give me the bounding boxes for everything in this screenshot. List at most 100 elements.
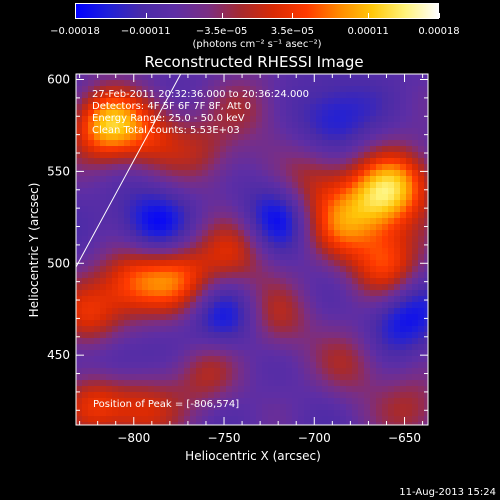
heatmap-cell <box>346 398 353 405</box>
heatmap-cell <box>364 422 371 425</box>
heatmap-cell <box>238 326 245 333</box>
heatmap-cell <box>262 152 269 159</box>
heatmap-cell <box>184 200 191 207</box>
heatmap-cell <box>154 368 161 375</box>
heatmap-cell <box>280 170 287 177</box>
heatmap-cell <box>238 302 245 309</box>
heatmap-cell <box>310 188 317 195</box>
heatmap-cell <box>286 290 293 297</box>
heatmap-cell <box>100 320 107 327</box>
heatmap-cell <box>406 356 413 363</box>
heatmap-cell <box>88 146 95 153</box>
heatmap-cell <box>304 284 311 291</box>
heatmap-cell <box>322 182 329 189</box>
heatmap-cell <box>358 134 365 141</box>
heatmap-cell <box>166 188 173 195</box>
heatmap-cell <box>130 278 137 285</box>
heatmap-cell <box>88 170 95 177</box>
heatmap-cell <box>382 248 389 255</box>
heatmap-cell <box>130 236 137 243</box>
heatmap-cell <box>364 308 371 315</box>
heatmap-cell <box>286 320 293 327</box>
heatmap-cell <box>130 392 137 399</box>
heatmap-cell <box>412 308 419 315</box>
heatmap-cell <box>262 320 269 327</box>
heatmap-cell <box>172 416 179 423</box>
heatmap-cell <box>358 332 365 339</box>
heatmap-cell <box>400 404 407 411</box>
heatmap-cell <box>172 266 179 273</box>
heatmap-cell <box>232 398 239 405</box>
heatmap-cell <box>112 356 119 363</box>
heatmap-cell <box>274 362 281 369</box>
heatmap-cell <box>304 206 311 213</box>
heatmap-cell <box>166 146 173 153</box>
heatmap-cell <box>262 404 269 411</box>
heatmap-cell <box>166 314 173 321</box>
heatmap-cell <box>214 134 221 141</box>
heatmap-cell <box>262 380 269 387</box>
heatmap-cell <box>340 404 347 411</box>
heatmap-cell <box>418 356 425 363</box>
heatmap-cell <box>352 122 359 129</box>
heatmap-cell <box>82 320 89 327</box>
solar-limb-line <box>76 74 182 268</box>
heatmap-cell <box>280 104 287 111</box>
heatmap-cell <box>88 110 95 117</box>
heatmap-cell <box>346 368 353 375</box>
heatmap-cell <box>100 116 107 123</box>
heatmap-cell <box>148 80 155 87</box>
heatmap-cell <box>208 350 215 357</box>
heatmap-cell <box>334 182 341 189</box>
heatmap-cell <box>220 344 227 351</box>
heatmap-cell <box>424 230 428 237</box>
heatmap-cell <box>160 164 167 171</box>
heatmap-cell <box>76 128 83 135</box>
heatmap-cell <box>154 182 161 189</box>
heatmap-cell <box>238 344 245 351</box>
heatmap-cell <box>370 98 377 105</box>
heatmap-cell <box>292 218 299 225</box>
heatmap-cell <box>406 116 413 123</box>
heatmap-cell <box>412 188 419 195</box>
heatmap-cell <box>196 296 203 303</box>
heatmap-cell <box>142 356 149 363</box>
heatmap-cell <box>124 350 131 357</box>
heatmap-cell <box>178 206 185 213</box>
heatmap-cell <box>274 290 281 297</box>
heatmap-cell <box>400 350 407 357</box>
heatmap-cell <box>202 356 209 363</box>
heatmap-cell <box>208 206 215 213</box>
heatmap-cell <box>112 80 119 87</box>
heatmap-cell <box>226 302 233 309</box>
heatmap-cell <box>112 320 119 327</box>
heatmap-cell <box>118 152 125 159</box>
heatmap-cell <box>334 332 341 339</box>
heatmap-cell <box>166 140 173 147</box>
heatmap-cell <box>238 92 245 99</box>
heatmap-cell <box>346 404 353 411</box>
heatmap-cell <box>124 86 131 93</box>
heatmap-cell <box>322 320 329 327</box>
heatmap-cell <box>376 242 383 249</box>
heatmap-cell <box>166 104 173 111</box>
heatmap-cell <box>250 362 257 369</box>
heatmap-cell <box>76 320 83 327</box>
heatmap-cell <box>292 116 299 123</box>
heatmap-cell <box>352 146 359 153</box>
heatmap-cell <box>298 326 305 333</box>
heatmap-cell <box>196 320 203 327</box>
heatmap-cell <box>394 176 401 183</box>
heatmap-cell <box>160 134 167 141</box>
heatmap-cell <box>226 296 233 303</box>
heatmap-cell <box>280 164 287 171</box>
heatmap-cell <box>76 416 83 423</box>
heatmap-cell <box>232 338 239 345</box>
heatmap-cell <box>370 176 377 183</box>
heatmap-cell <box>340 212 347 219</box>
heatmap-cell <box>214 362 221 369</box>
heatmap-cell <box>376 314 383 321</box>
heatmap-cell <box>196 362 203 369</box>
heatmap-cell <box>100 260 107 267</box>
heatmap-cell <box>94 380 101 387</box>
